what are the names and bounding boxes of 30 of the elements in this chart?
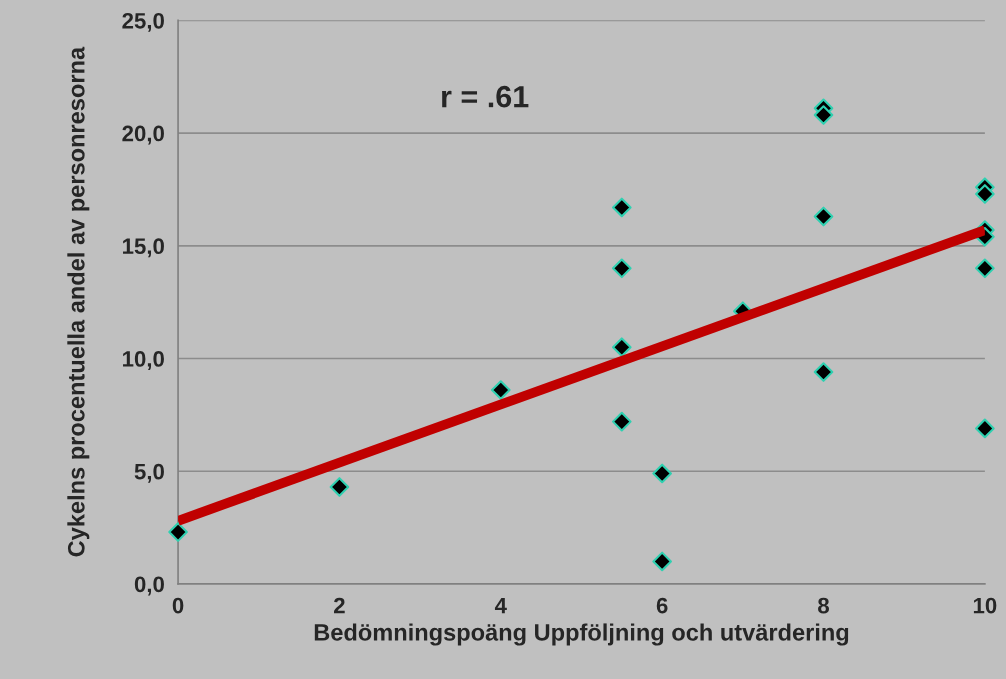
x-tick-label: 2 xyxy=(334,597,345,614)
point xyxy=(975,184,995,204)
y-tick-label: 25,0 xyxy=(122,12,164,32)
y-tick-label: 20,0 xyxy=(122,125,164,145)
point xyxy=(652,551,672,572)
point xyxy=(652,463,672,484)
x-tick-label: 6 xyxy=(656,597,668,614)
point xyxy=(611,258,632,279)
point xyxy=(813,105,834,125)
point xyxy=(975,258,995,279)
point xyxy=(813,362,834,382)
x-tick-label: 4 xyxy=(494,597,507,614)
point xyxy=(813,206,834,227)
x-tick-label: 8 xyxy=(818,597,830,614)
y-tick-label: 0,0 xyxy=(134,576,164,596)
point xyxy=(611,411,632,432)
y-tick-label: 15,0 xyxy=(123,238,164,258)
point xyxy=(168,522,188,542)
x-tick-label: 0 xyxy=(172,597,184,614)
point xyxy=(611,197,632,218)
point xyxy=(490,380,511,400)
y-axis-title: Cykelns procentuella andel av personresorna xyxy=(67,46,90,557)
y-tick-label: 10,0 xyxy=(123,351,164,371)
x-tick-label: 10 xyxy=(973,597,997,614)
y-tick-label: 5,0 xyxy=(134,463,164,483)
x-axis-title: Bedömningspoäng Uppföljning och utvärdering xyxy=(314,623,849,646)
annotation: r = .61 xyxy=(442,85,529,108)
point xyxy=(975,418,995,439)
point xyxy=(611,337,632,358)
point xyxy=(329,477,350,497)
